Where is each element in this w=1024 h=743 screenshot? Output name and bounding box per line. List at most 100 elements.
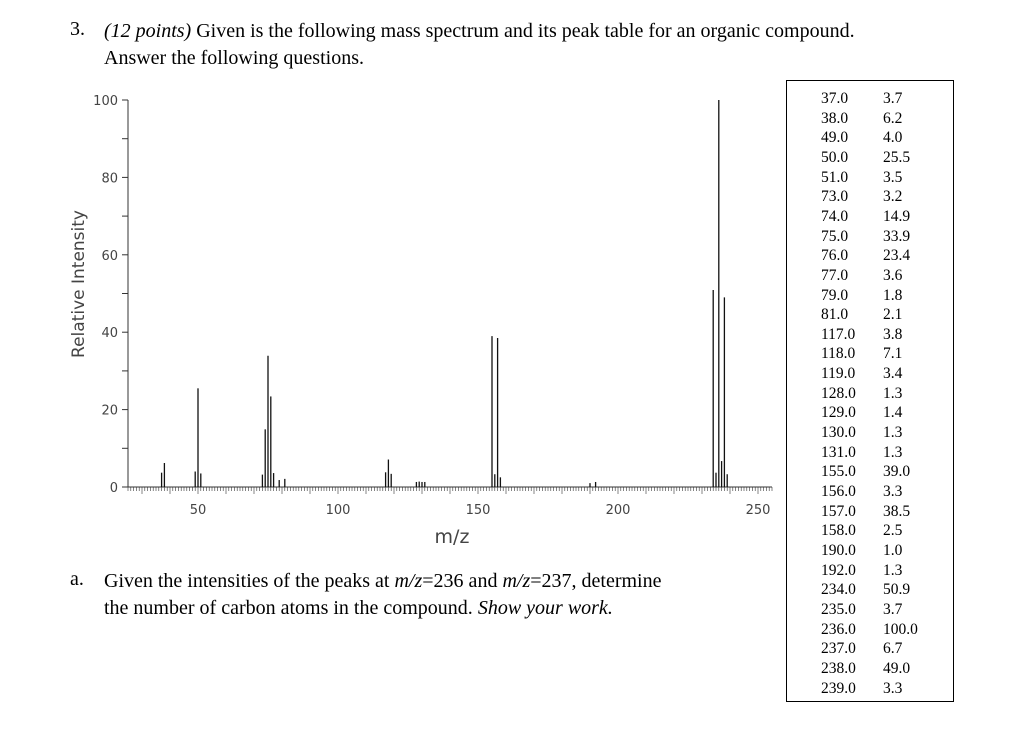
mz-symbol-2: m/z — [502, 570, 531, 592]
peak-table-row: 239.0 3.3 — [787, 680, 953, 700]
y-tick-label: 20 — [101, 404, 118, 419]
peak-mz-value: 157.0 — [821, 502, 856, 520]
x-axis: 50 100 150 200 250 — [127, 486, 773, 518]
peak-table-row: 51.0 3.5 — [787, 169, 953, 189]
peak-table-row: 192.0 1.3 — [787, 562, 953, 582]
peak-intensity-value: 49.0 — [883, 659, 911, 677]
peak-table-row: 50.0 25.5 — [787, 149, 953, 169]
peak-table-row: 37.0 3.7 — [787, 90, 953, 110]
peak-intensity-value: 1.8 — [883, 286, 903, 304]
question-text-line2: Answer the following questions. — [104, 47, 364, 69]
peak-mz-value: 73.0 — [821, 188, 849, 206]
peak-table-row: 158.0 2.5 — [787, 522, 953, 542]
question-text: (12 points) Given is the following mass … — [104, 18, 984, 72]
peak-mz-value: 156.0 — [821, 483, 856, 500]
peak-intensity-value: 4.0 — [883, 129, 903, 147]
peak-mz-value: 131.0 — [821, 443, 856, 461]
peak-intensity-value: 1.3 — [883, 424, 903, 442]
x-tick-label: 150 — [466, 503, 491, 518]
peak-mz-value: 192.0 — [821, 561, 856, 579]
peak-intensity-value: 6.2 — [883, 109, 903, 127]
peak-mz-value: 76.0 — [821, 247, 849, 265]
part-a-line1-prefix: Given the intensities of the peaks at — [104, 570, 395, 592]
y-axis-label: Relative Intensity — [69, 210, 89, 358]
peak-mz-value: 237.0 — [821, 640, 856, 658]
peak-intensity-value: 3.6 — [883, 266, 903, 284]
peak-intensity-value: 2.5 — [883, 522, 903, 540]
x-tick-label: 100 — [326, 503, 351, 518]
peak-intensity-value: 3.3 — [883, 679, 903, 697]
peak-table-row: 77.0 3.6 — [787, 267, 953, 287]
peak-intensity-value: 1.3 — [883, 443, 903, 461]
peak-mz-value: 117.0 — [821, 325, 856, 343]
peak-table-row: 237.0 6.7 — [787, 640, 953, 660]
peak-intensity-value: 2.1 — [883, 306, 903, 324]
peak-table-row: 117.0 3.8 — [787, 326, 953, 346]
peak-intensity-value: 1.3 — [883, 384, 903, 402]
y-axis: 0 20 40 60 80 100 — [93, 94, 129, 496]
question-points: (12 points) — [104, 20, 192, 42]
peak-mz-value: 129.0 — [821, 404, 856, 422]
x-tick-label: 50 — [190, 503, 207, 518]
peak-mz-value: 37.0 — [821, 90, 849, 107]
peak-mz-value: 238.0 — [821, 659, 856, 677]
peak-mz-value: 239.0 — [821, 679, 856, 697]
peak-table-row: 238.0 49.0 — [787, 660, 953, 680]
peak-table-row: 81.0 2.1 — [787, 306, 953, 326]
peak-mz-value: 118.0 — [821, 345, 856, 363]
peak-table-row: 190.0 1.0 — [787, 542, 953, 562]
peak-table-row: 49.0 4.0 — [787, 129, 953, 149]
mz-symbol-1: m/z — [394, 570, 423, 592]
peak-intensity-value: 3.7 — [883, 600, 903, 618]
peak-mz-value: 49.0 — [821, 129, 849, 147]
peak-intensity-value: 14.9 — [883, 207, 911, 225]
peak-intensity-value: 1.3 — [883, 561, 903, 579]
peak-table-row: 157.0 38.5 — [787, 503, 953, 523]
peak-mz-value: 50.0 — [821, 148, 849, 166]
part-a-line2-prefix: the number of carbon atoms in the compou… — [104, 597, 478, 619]
peak-intensity-value: 7.1 — [883, 345, 903, 363]
peak-table: 37.0 3.7 38.0 6.2 49.0 4.0 50.0 25.5 51.0 3.5 73.0… — [786, 80, 954, 702]
peak-mz-value: 75.0 — [821, 227, 849, 245]
peak-mz-value: 128.0 — [821, 384, 856, 402]
peak-intensity-value: 3.7 — [883, 90, 903, 107]
mz-value-2: =237, determine — [530, 570, 662, 592]
peak-mz-value: 81.0 — [821, 306, 849, 324]
peak-mz-value: 74.0 — [821, 207, 849, 225]
peak-table-row: 119.0 3.4 — [787, 365, 953, 385]
peak-intensity-value: 3.4 — [883, 365, 903, 383]
peak-table-row: 156.0 3.3 — [787, 483, 953, 503]
peak-mz-value: 234.0 — [821, 581, 856, 599]
y-tick-label: 80 — [101, 171, 118, 186]
peak-table-row: 129.0 1.4 — [787, 404, 953, 424]
question-number: 3. — [70, 18, 85, 40]
y-tick-label: 100 — [93, 94, 118, 109]
peak-intensity-value: 38.5 — [883, 502, 911, 520]
peak-table-row: 131.0 1.3 — [787, 444, 953, 464]
peak-mz-value: 155.0 — [821, 463, 856, 481]
peak-table-row: 79.0 1.8 — [787, 287, 953, 307]
x-tick-label: 200 — [606, 503, 631, 518]
part-a-question: Given the intensities of the peaks at m/… — [104, 568, 774, 622]
peak-intensity-value: 23.4 — [883, 247, 911, 265]
peak-intensity-value: 33.9 — [883, 227, 911, 245]
peak-mz-value: 38.0 — [821, 109, 849, 127]
peak-table-row: 235.0 3.7 — [787, 601, 953, 621]
question-text-line1: Given is the following mass spectrum and… — [191, 20, 855, 42]
peak-table-row: 155.0 39.0 — [787, 463, 953, 483]
peak-mz-value: 130.0 — [821, 424, 856, 442]
peak-table-row: 73.0 3.2 — [787, 188, 953, 208]
peak-intensity-value: 1.0 — [883, 541, 903, 559]
peak-intensity-value: 3.2 — [883, 188, 903, 206]
peak-mz-value: 79.0 — [821, 286, 849, 304]
y-tick-label: 40 — [101, 326, 118, 341]
peak-table-row: 234.0 50.9 — [787, 581, 953, 601]
x-tick-label: 250 — [746, 503, 771, 518]
peak-intensity-value: 3.3 — [883, 483, 903, 500]
peak-mz-value: 158.0 — [821, 522, 856, 540]
peak-table-row: 118.0 7.1 — [787, 345, 953, 365]
peak-intensity-value: 100.0 — [883, 620, 918, 638]
peak-mz-value: 235.0 — [821, 600, 856, 618]
x-axis-label: m/z — [435, 526, 470, 548]
peak-table-row: 38.0 6.2 — [787, 110, 953, 130]
